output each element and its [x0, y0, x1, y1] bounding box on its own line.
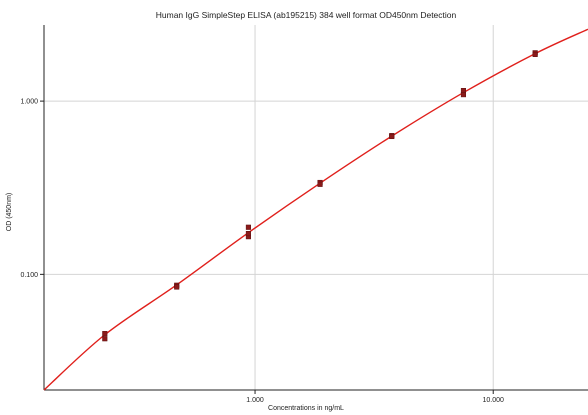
- grid-lines: [44, 25, 588, 390]
- data-point-6: [245, 231, 251, 237]
- y-tick-label-0: 0.100: [20, 272, 38, 279]
- y-axis-label: OD (450nm): [6, 193, 13, 232]
- tick-labels: 1.000 10.000 0.100 1.000: [20, 99, 504, 404]
- data-point-1: [102, 336, 108, 342]
- y-tick-label-1: 1.000: [20, 99, 38, 106]
- fit-curve-line: [43, 28, 588, 391]
- data-point-0: [102, 331, 108, 337]
- x-tick-label-0: 1.000: [246, 397, 264, 404]
- data-point-8: [317, 181, 323, 187]
- axes: [40, 25, 588, 394]
- data-point-4: [245, 224, 251, 230]
- data-point-10: [389, 133, 395, 140]
- x-tick-label-1: 10.000: [483, 397, 505, 404]
- data-point-14: [532, 51, 538, 57]
- data-points: [102, 50, 538, 342]
- data-point-12: [460, 92, 467, 98]
- data-point-3: [174, 284, 180, 290]
- fit-curve: [43, 28, 588, 391]
- x-axis-label: Concentrations in ng/mL: [268, 405, 344, 412]
- chart-title: Human IgG SimpleStep ELISA (ab195215) 38…: [156, 10, 457, 20]
